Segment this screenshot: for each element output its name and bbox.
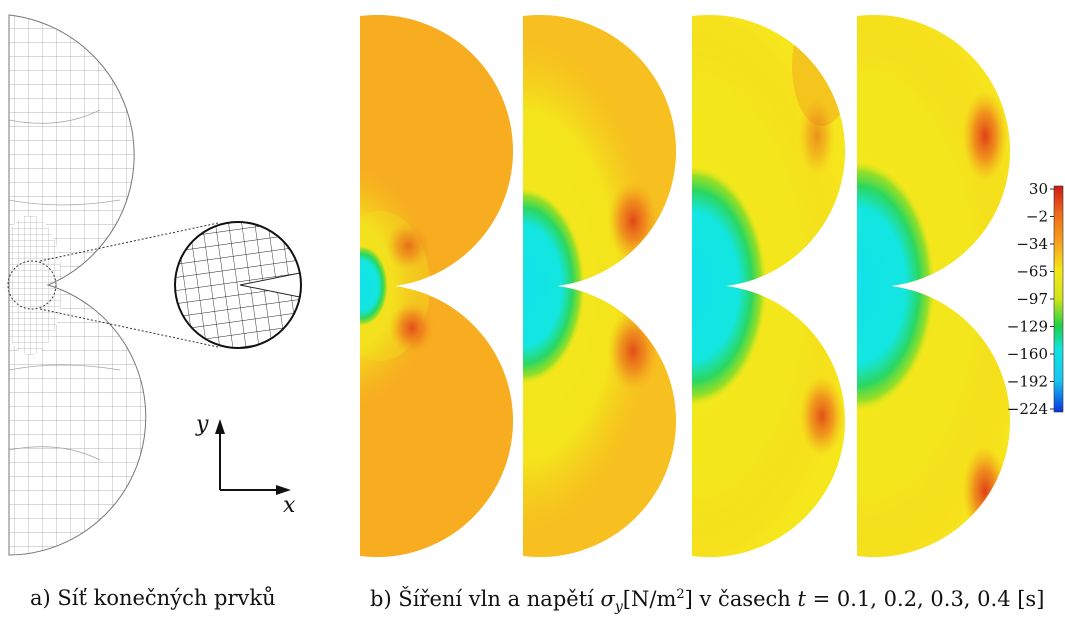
caption-b-prefix: b) Šíření vln a napětí: [370, 587, 601, 611]
caption-b-units-close: ]: [684, 587, 693, 611]
caption-panel-a: a) Síť konečných prvků: [30, 586, 276, 610]
colorbar-tick-label: −224: [1007, 400, 1048, 418]
zoom-source-circle: [7, 260, 57, 310]
zoom-inset: [174, 221, 302, 349]
colorbar-tick-label: −129: [1007, 318, 1048, 336]
colorbar-tick-label: −2: [1026, 208, 1048, 226]
snapshot-t-0.2: [523, 14, 677, 558]
caption-b-middle: v časech: [692, 587, 798, 611]
colorbar: 30 −2 −34 −65 −97 −129 −160 −192 −224: [1007, 180, 1064, 418]
colorbar-tick-label: −65: [1016, 263, 1048, 281]
colorbar-scale: [1053, 185, 1064, 413]
caption-b-t: t: [797, 587, 806, 611]
colorbar-tick-label: −160: [1007, 345, 1048, 363]
caption-b-times: = 0.1, 0.2, 0.3, 0.4 [s]: [805, 587, 1045, 611]
caption-b-sigma: σ: [600, 587, 615, 611]
panel-b-stress-snapshots: [360, 14, 1011, 558]
caption-b-units-open: [N/m: [622, 587, 677, 611]
axis-label-x: x: [283, 493, 296, 518]
mesh-outline: [8, 14, 147, 556]
panel-a-mesh: y x: [7, 14, 302, 556]
caption-b-units-sup: 2: [676, 587, 685, 602]
caption-b-sigma-sub: y: [614, 599, 623, 616]
axis-label-y: y: [195, 412, 209, 437]
colorbar-tick-label: −192: [1007, 373, 1048, 391]
colorbar-tick-label: −97: [1016, 290, 1048, 308]
colorbar-tick-label: 30: [1029, 180, 1048, 198]
coordinate-axes: y x: [195, 412, 296, 518]
colorbar-tick-label: −34: [1016, 235, 1048, 253]
snapshot-t-0.1: [360, 14, 514, 558]
caption-panel-b: b) Šíření vln a napětí σy[N/m2] v časech…: [370, 588, 1044, 614]
